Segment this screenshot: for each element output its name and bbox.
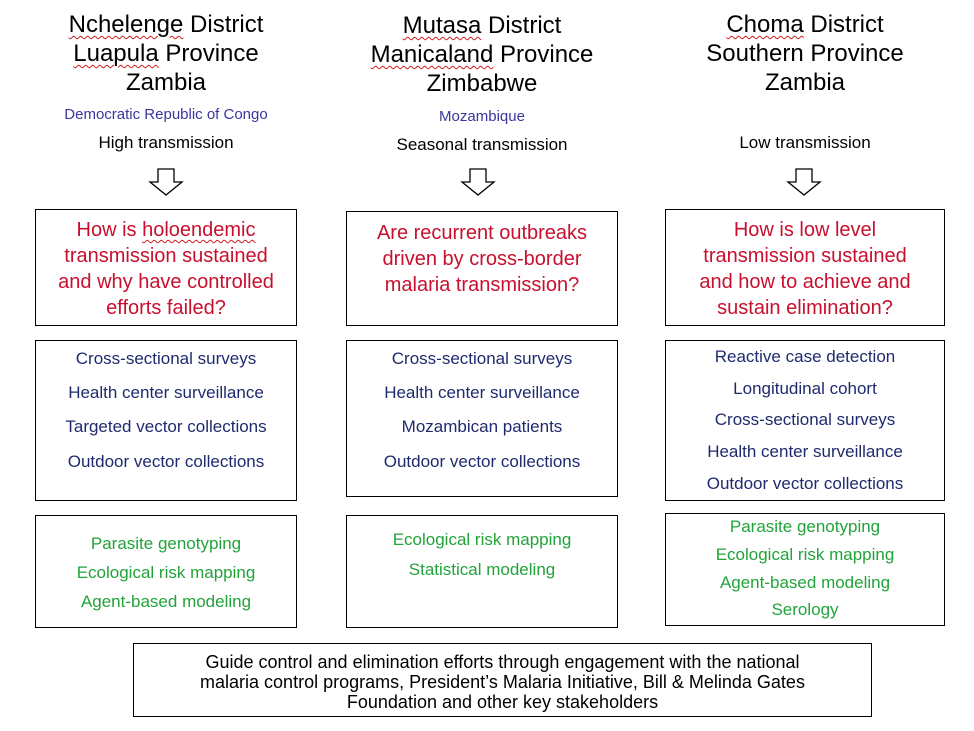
analysis-item: Agent-based modeling: [719, 573, 891, 592]
research-question-box: How is holoendemic transmission sustaine…: [35, 209, 297, 326]
question-line: sustain elimination?: [717, 297, 893, 319]
down-arrow-icon: [148, 168, 184, 196]
site-heading: Mutasa District Manicaland Province Zimb…: [346, 11, 618, 98]
question-line: transmission sustained: [64, 245, 268, 267]
province-name: Manicaland Province: [370, 41, 594, 68]
field-methods-box: Cross-sectional surveys Health center su…: [35, 340, 297, 501]
analysis-item: Ecological risk mapping: [392, 530, 572, 549]
down-arrow-icon: [786, 168, 822, 196]
country-name: Zimbabwe: [426, 70, 538, 97]
method-item: Targeted vector collections: [65, 417, 267, 436]
neighbor-country: Democratic Republic of Congo: [64, 106, 268, 123]
transmission-level: High transmission: [98, 133, 234, 152]
province-name: Southern Province: [706, 40, 904, 67]
method-item: Outdoor vector collections: [383, 452, 581, 471]
method-item: Mozambican patients: [401, 417, 563, 436]
method-item: Cross-sectional surveys: [75, 349, 257, 368]
district-name: Mutasa District: [402, 12, 562, 39]
transmission-level: Seasonal transmission: [396, 135, 568, 154]
analysis-item: Agent-based modeling: [80, 592, 252, 611]
field-methods-box: Cross-sectional surveys Health center su…: [346, 340, 618, 497]
analysis-item: Statistical modeling: [408, 560, 556, 579]
analysis-item: Parasite genotyping: [90, 534, 242, 553]
question-line: How is holoendemic: [76, 219, 256, 241]
question-line: efforts failed?: [106, 297, 226, 319]
question-line: malaria transmission?: [384, 274, 580, 296]
analysis-methods-box: Parasite genotyping Ecological risk mapp…: [665, 513, 945, 626]
analysis-item: Serology: [771, 600, 839, 619]
method-item: Longitudinal cohort: [733, 379, 877, 398]
country-name: Zambia: [764, 69, 846, 96]
research-question-box: Are recurrent outbreaks driven by cross-…: [346, 211, 618, 326]
method-item: Cross-sectional surveys: [714, 410, 896, 429]
district-name: Nchelenge District: [68, 11, 264, 38]
method-item: Reactive case detection: [714, 347, 896, 366]
method-item: Outdoor vector collections: [67, 452, 265, 471]
goal-line: Foundation and other key stakeholders: [346, 692, 659, 712]
method-item: Health center surveillance: [68, 383, 264, 402]
analysis-item: Parasite genotyping: [729, 517, 881, 536]
goal-line: malaria control programs, President’s Ma…: [200, 672, 805, 692]
question-line: Are recurrent outbreaks: [376, 222, 588, 244]
question-line: and why have controlled: [58, 271, 274, 293]
question-line: driven by cross-border: [382, 248, 582, 270]
analysis-item: Ecological risk mapping: [715, 545, 895, 564]
province-name: Luapula Province: [73, 40, 259, 67]
analysis-item: Ecological risk mapping: [76, 563, 256, 582]
analysis-methods-box: Parasite genotyping Ecological risk mapp…: [35, 515, 297, 628]
method-item: Outdoor vector collections: [706, 474, 904, 493]
question-line: and how to achieve and: [699, 271, 911, 293]
question-line: How is low level: [733, 219, 877, 241]
program-goal-box: Guide control and elimination efforts th…: [133, 643, 872, 717]
analysis-methods-box: Ecological risk mapping Statistical mode…: [346, 515, 618, 628]
site-heading: Nchelenge District Luapula Province Zamb…: [35, 10, 297, 97]
site-heading: Choma District Southern Province Zambia: [665, 10, 945, 97]
goal-line: Guide control and elimination efforts th…: [205, 652, 800, 672]
method-item: Health center surveillance: [384, 383, 580, 402]
research-question-box: How is low level transmission sustained …: [665, 209, 945, 326]
district-name: Choma District: [726, 11, 884, 38]
field-methods-box: Reactive case detection Longitudinal coh…: [665, 340, 945, 501]
neighbor-country: Mozambique: [439, 108, 525, 125]
down-arrow-icon: [460, 168, 496, 196]
method-item: Health center surveillance: [707, 442, 903, 461]
method-item: Cross-sectional surveys: [391, 349, 573, 368]
country-name: Zambia: [125, 69, 207, 96]
question-line: transmission sustained: [703, 245, 907, 267]
transmission-level: Low transmission: [739, 133, 871, 152]
